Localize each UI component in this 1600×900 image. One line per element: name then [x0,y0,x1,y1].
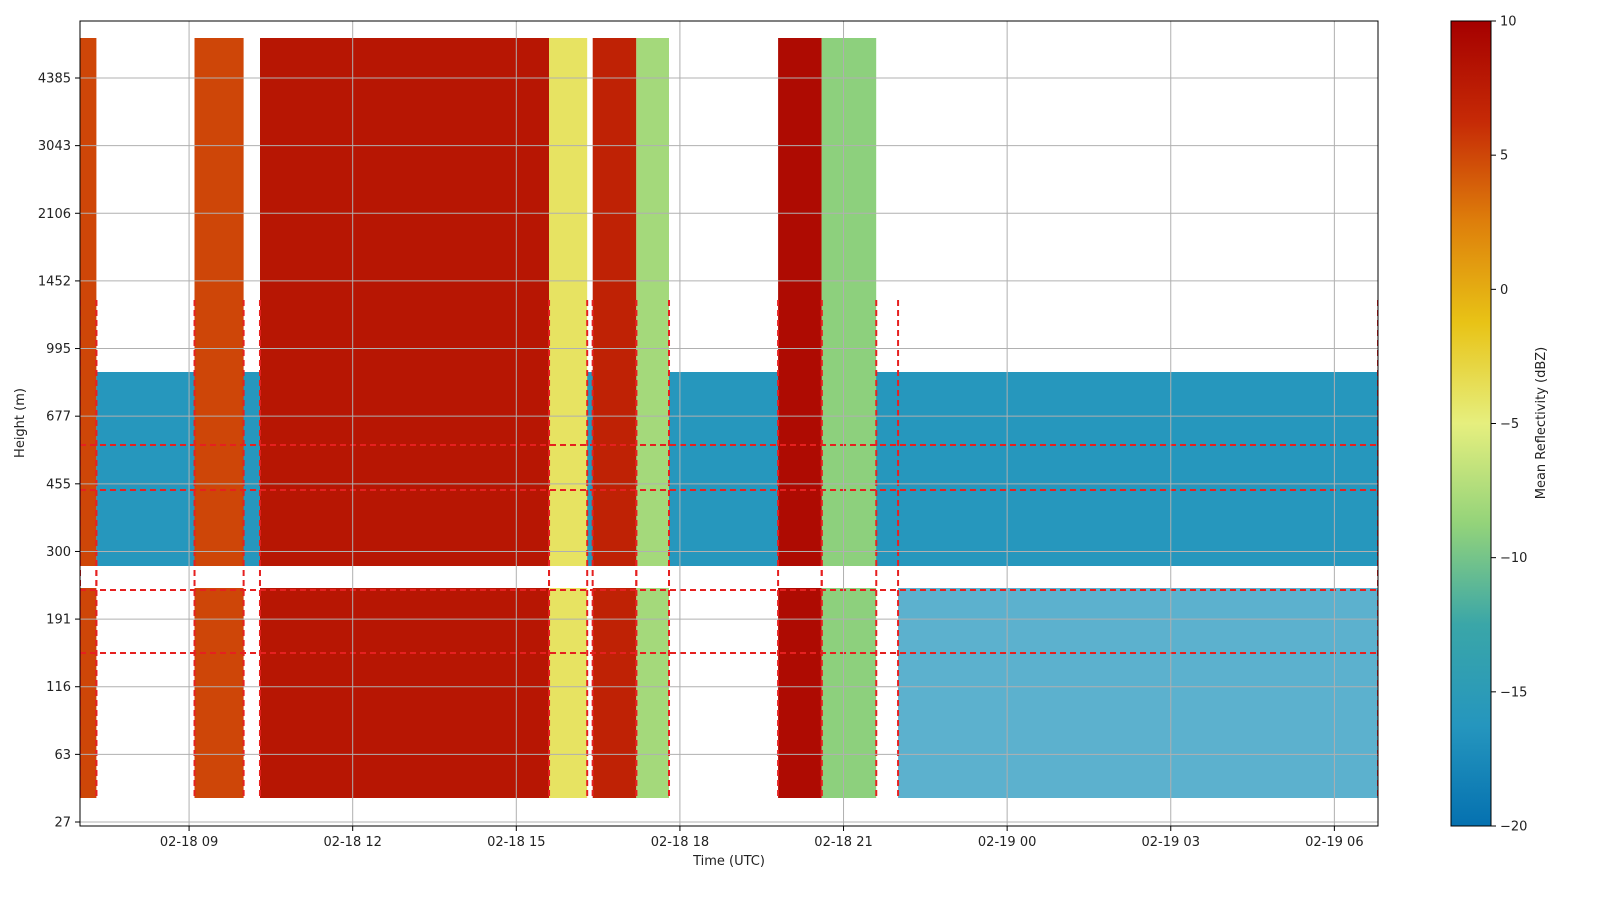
colorbar-tick-label: −20 [1500,820,1527,835]
plot-area [79,20,1379,827]
colorbar-ticks: 10 5 0 −5 −10 −15 −20 [1491,15,1527,835]
heatmap-region [592,588,637,798]
x-tick-label: 02-19 00 [978,835,1036,850]
reflectivity-heatmap [80,38,1378,798]
heatmap-region [636,588,669,798]
grid-lines [80,21,1378,826]
heatmap-region [549,588,588,798]
x-tick-label: 02-18 15 [487,835,545,850]
x-tick-label: 02-19 06 [1305,835,1363,850]
y-tick-label: 677 [46,410,71,425]
x-tick-label: 02-18 18 [651,835,709,850]
heatmap-region [778,38,822,566]
missing-data-gap [80,566,1378,588]
colorbar-gradient [1450,20,1492,827]
heatmap-region [821,588,877,798]
y-tick-label: 995 [46,342,71,357]
contour-lines [80,300,1378,798]
y-tick-label: 300 [46,545,71,560]
x-tick-label: 02-18 21 [814,835,872,850]
x-tick-label: 02-18 09 [160,835,218,850]
heatmap-region [821,38,877,566]
x-tick-label: 02-18 12 [323,835,381,850]
x-axis-ticks: 02-18 09 02-18 12 02-18 15 02-18 18 02-18 21… [160,826,1364,850]
heatmap-region [80,38,97,566]
y-tick-label: 2106 [38,207,71,222]
colorbar-tick-label: −5 [1500,417,1519,432]
colorbar-tick-label: 5 [1500,149,1508,164]
heatmap-region [80,588,97,798]
heatmap-region [898,588,1378,798]
x-axis-label: Time (UTC) [692,854,765,869]
heatmap-region [592,38,637,566]
y-tick-label: 455 [46,477,71,492]
x-tick-label: 02-19 03 [1142,835,1200,850]
y-tick-label: 116 [46,680,71,695]
heatmap-region [194,588,244,798]
colorbar-label: Mean Reflectivity (dBZ) [1534,347,1549,500]
heatmap-region [636,38,669,566]
heatmap-region [549,38,588,566]
y-tick-label: 191 [46,613,71,628]
heatmap-region [260,588,550,798]
heatmap-region [260,38,550,566]
y-tick-label: 4385 [38,72,71,87]
y-tick-label: 27 [54,816,71,831]
plot-frame [79,20,1379,827]
colorbar-tick-label: −15 [1500,685,1527,700]
heatmap-region [194,38,244,566]
colorbar: 10 5 0 −5 −10 −15 −20 Mean Reflectivity (dBZ) [1450,15,1549,835]
colorbar-tick-label: −10 [1500,551,1527,566]
y-tick-label: 3043 [38,139,71,154]
y-tick-label: 63 [54,748,71,763]
y-tick-label: 1452 [38,274,71,289]
y-axis-label: Height (m) [13,388,28,458]
heatmap-region [778,588,822,798]
y-axis-ticks: 27 63 116 191 300 455 677 995 1452 2106 3043 4385 [38,72,80,831]
colorbar-tick-label: 0 [1500,283,1508,298]
colorbar-tick-label: 10 [1500,15,1517,30]
